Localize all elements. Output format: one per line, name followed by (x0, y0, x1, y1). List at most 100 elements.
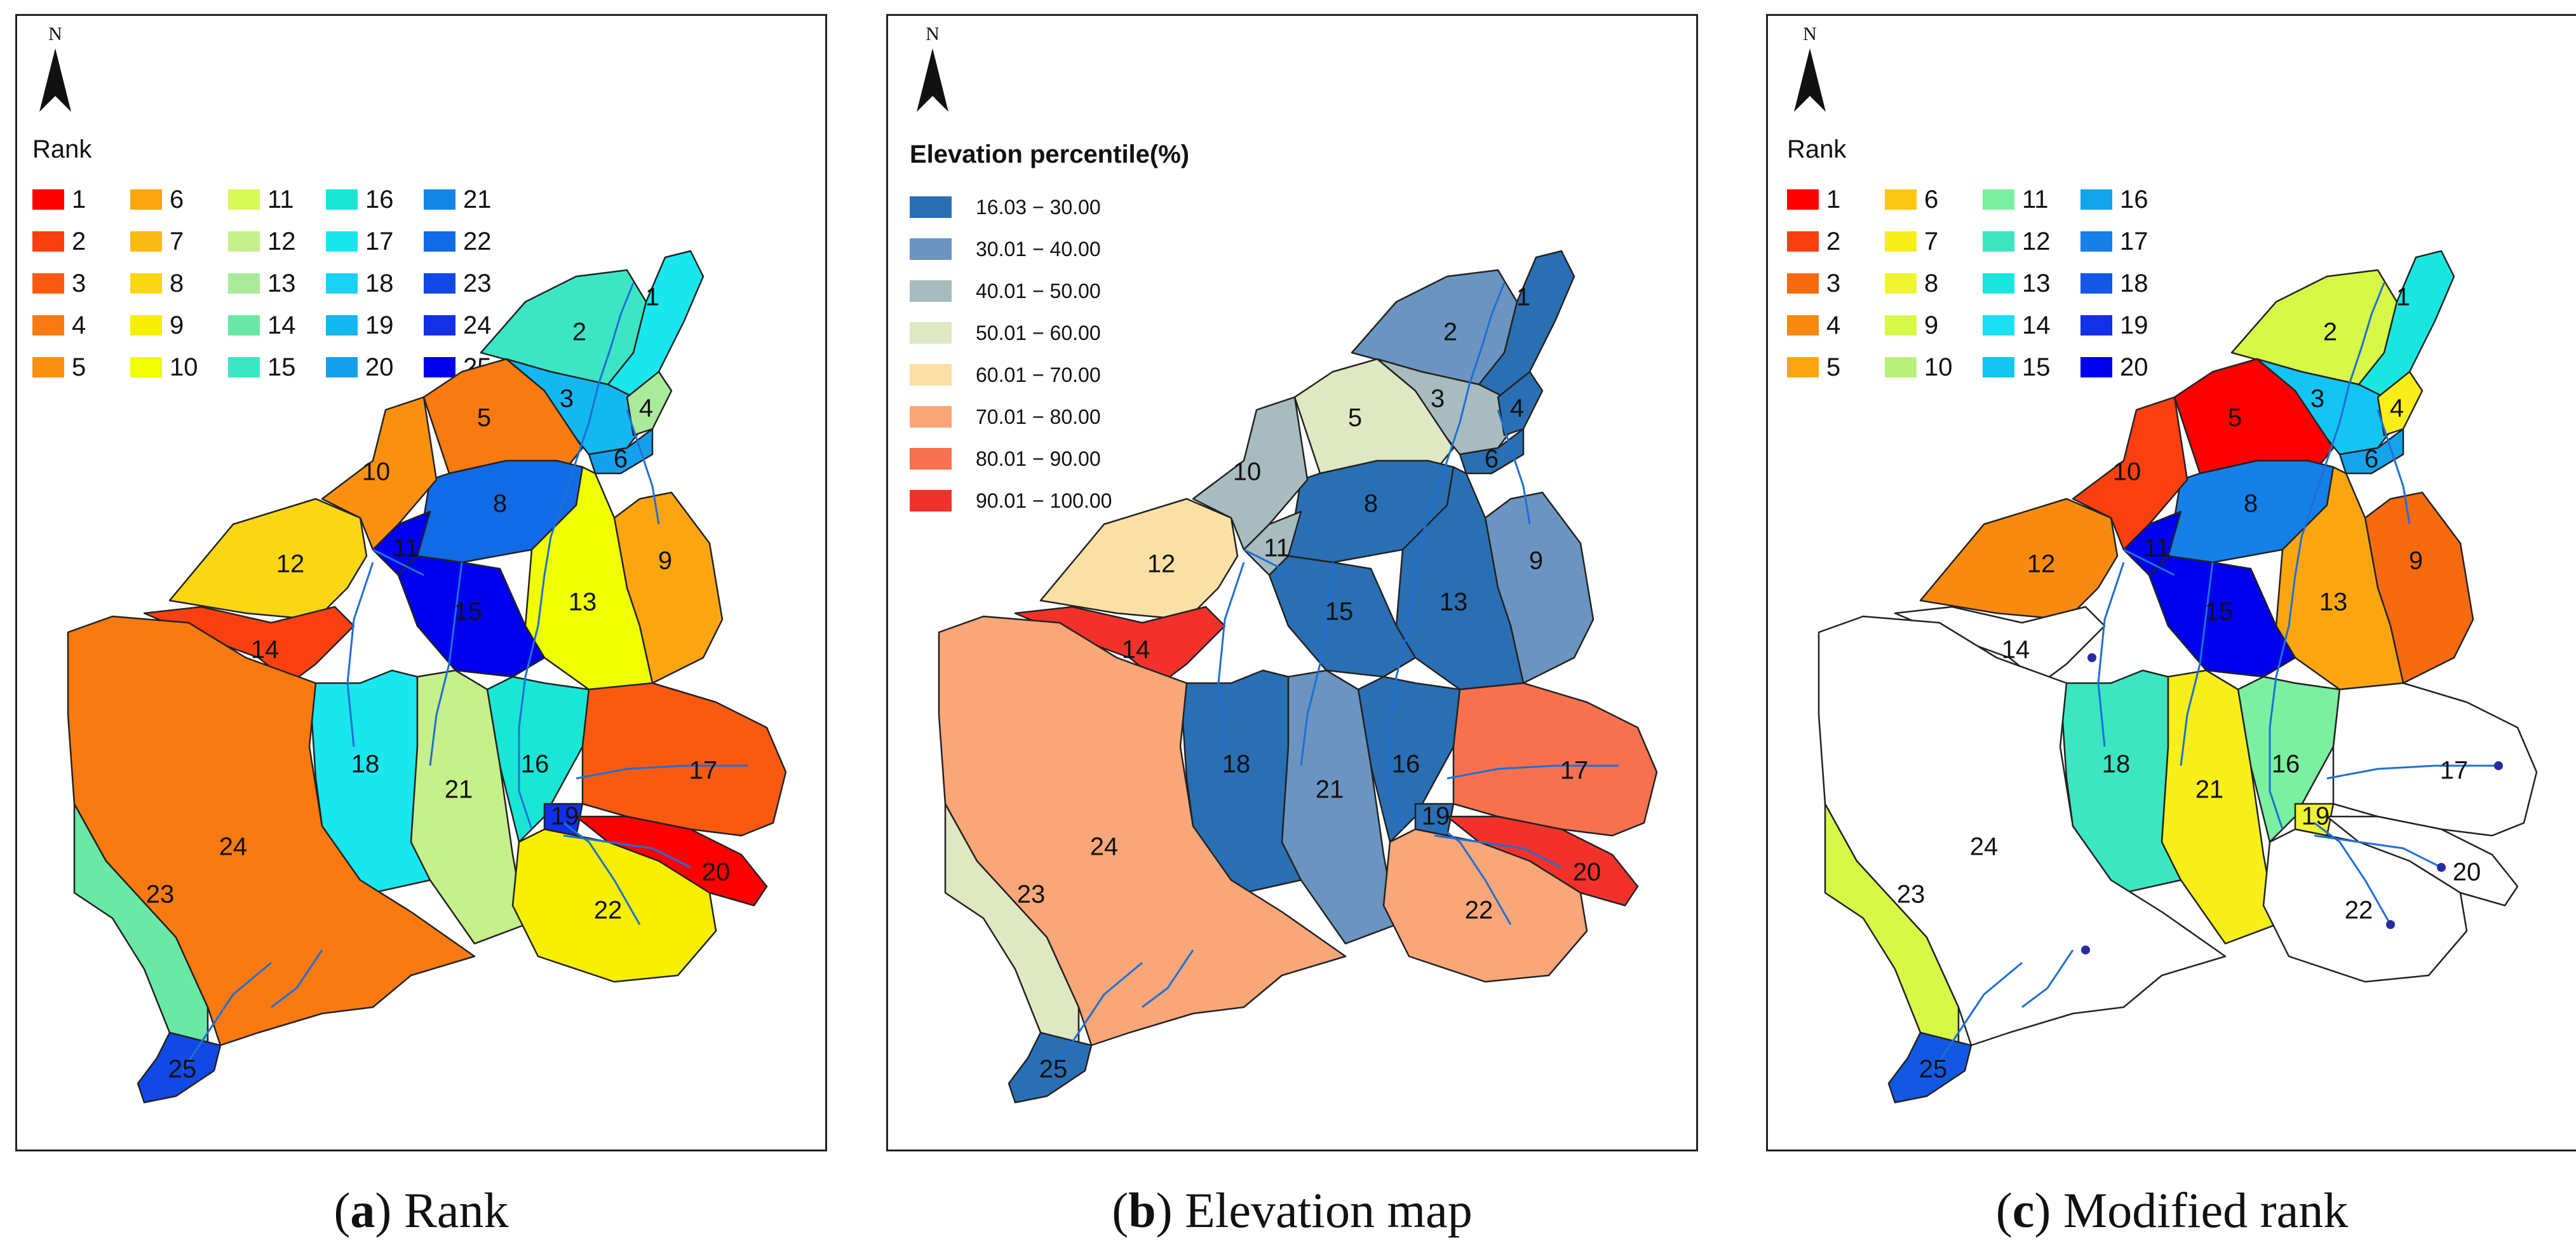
river-line (346, 562, 374, 747)
subbasin-25 (1887, 1031, 1972, 1104)
subbasin-11 (372, 510, 431, 576)
legend-item: 12 (1983, 220, 2067, 262)
legend-swatch (32, 231, 64, 252)
river-line (1932, 961, 2023, 1071)
legend-label: 80.01 − 90.00 (976, 447, 1101, 470)
subbasin-12 (1039, 498, 1239, 621)
legend-swatch (2080, 273, 2112, 294)
subbasin-label: 21 (445, 776, 473, 804)
panel-modified-rank: N Rank 1 2 3 4 5 6 7 8 9 10 11 12 13 14 15 16 17 18 19 20 1… (1766, 14, 2576, 1151)
legend-swatch (228, 189, 260, 210)
legend-swatch (424, 357, 455, 377)
subbasin-4 (1497, 370, 1544, 437)
subbasin-label: 20 (1573, 858, 1602, 886)
river-line (563, 834, 691, 869)
river-line (1389, 625, 1410, 830)
legend-item: 13 (228, 262, 312, 304)
legend-swatch (1787, 189, 1819, 210)
subbasin-17 (581, 682, 787, 837)
subbasin-label: 5 (477, 404, 491, 432)
subbasin-label: 10 (1233, 458, 1262, 486)
legend-label: 7 (170, 227, 184, 255)
north-arrow: N (30, 24, 81, 118)
legend-item: 90.01 − 100.00 (910, 480, 1112, 522)
legend-swatch (910, 490, 952, 512)
caption-a: (a) Rank (334, 1183, 509, 1238)
legend-label: 23 (463, 269, 492, 297)
legend-label: 11 (267, 185, 294, 214)
caption-c: (c) Modified rank (1995, 1183, 2349, 1238)
legend-item: 11 (228, 179, 312, 220)
subbasin-label: 16 (1392, 750, 1420, 778)
legend-label: 15 (267, 353, 296, 381)
legend-swatch (1983, 357, 2014, 377)
subbasin-label: 20 (702, 858, 731, 886)
north-arrow-icon (39, 48, 71, 112)
legend-swatch (130, 357, 162, 377)
legend-label: 6 (1924, 185, 1939, 214)
river-line (1497, 409, 1531, 525)
legend-swatch (424, 273, 455, 294)
river-line (537, 460, 577, 627)
north-label: N (1803, 24, 1817, 44)
river-line (1408, 460, 1448, 627)
subbasin-label: 13 (569, 588, 597, 616)
subbasin-label: 23 (1017, 881, 1046, 909)
subbasin-17 (2332, 682, 2538, 837)
river-line (2314, 834, 2442, 869)
legend-label: 22 (463, 227, 492, 255)
subbasin-label: 6 (614, 445, 628, 473)
subbasin-label: 4 (1510, 395, 1524, 423)
river-line (2123, 548, 2175, 576)
legend-label: 10 (170, 353, 198, 381)
subbasin-label: 10 (362, 458, 391, 486)
river-line (2326, 764, 2498, 780)
legend-swatch (228, 315, 260, 336)
subbasin-25 (137, 1031, 222, 1104)
legend-label: 1 (1826, 185, 1841, 214)
subbasin-label: 9 (1529, 547, 1543, 575)
outlet-point (2494, 761, 2503, 770)
subbasin-label: 13 (2319, 588, 2348, 616)
legend-item: 80.01 − 90.00 (910, 438, 1112, 480)
legend-item: 12 (228, 220, 312, 262)
legend-label: 4 (72, 311, 86, 339)
legend-item: 30.01 − 40.00 (910, 228, 1112, 270)
subbasin-label: 3 (1431, 385, 1445, 413)
legend-item: 5 (1787, 346, 1871, 388)
legend-item: 6 (1885, 179, 1969, 220)
subbasin-label: 2 (572, 318, 586, 346)
river-line (1446, 282, 1506, 461)
subbasin-label: 14 (1122, 636, 1150, 664)
subbasin-label: 22 (2345, 897, 2373, 925)
subbasin-label: 10 (2113, 458, 2141, 486)
subbasin-label: 21 (2195, 776, 2224, 804)
legend-swatch (1885, 273, 1917, 294)
river-line (576, 764, 748, 780)
river-line (1446, 764, 1619, 780)
subbasin-10 (321, 396, 438, 551)
subbasin-label: 11 (1264, 534, 1290, 562)
subbasin-label: 14 (251, 636, 280, 664)
legend-label: 13 (2022, 269, 2051, 297)
subbasin-10 (2072, 396, 2188, 551)
subbasin-4 (2377, 370, 2424, 437)
legend-swatch (1787, 357, 1819, 377)
subbasin-label: 23 (146, 881, 175, 909)
legend-swatch (130, 315, 162, 336)
legend-swatch (130, 189, 162, 210)
legend-label: 60.01 − 70.00 (976, 363, 1101, 386)
subbasin-label: 6 (2364, 445, 2378, 473)
legend-label: 9 (1924, 311, 1939, 339)
legend-label: 24 (463, 311, 492, 339)
subbasin-label: 14 (2002, 636, 2030, 664)
river-line (429, 562, 463, 766)
legend-label: 17 (365, 227, 394, 255)
legend-item: 2 (32, 220, 116, 262)
subbasin-label: 22 (1465, 897, 1494, 925)
river-line (1434, 834, 1562, 869)
subbasin-10 (1192, 396, 1309, 551)
subbasin-12 (168, 498, 368, 621)
legend-label: 6 (170, 185, 184, 214)
